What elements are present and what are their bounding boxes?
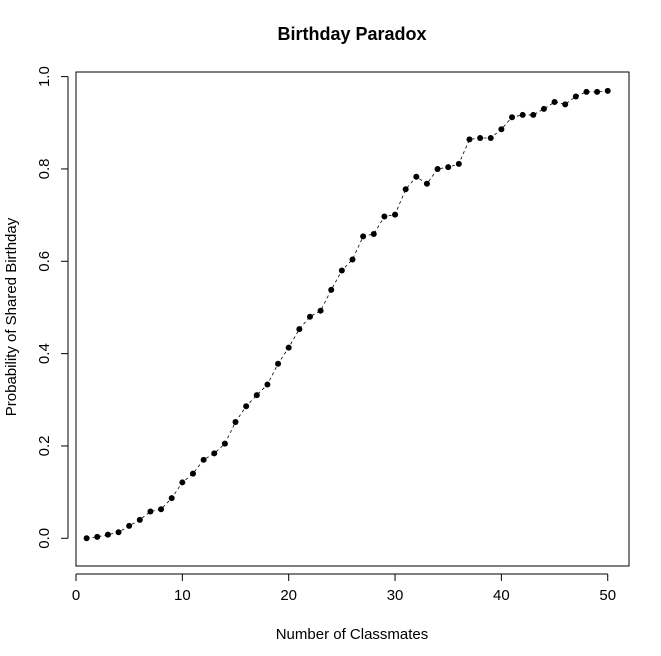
data-point <box>349 256 356 263</box>
data-point <box>445 164 452 171</box>
y-tick-label: 0.0 <box>36 528 53 549</box>
data-point <box>413 173 420 180</box>
series-line-group <box>86 90 608 539</box>
data-point <box>509 114 516 121</box>
data-point <box>306 313 313 320</box>
chart-title: Birthday Paradox <box>277 24 426 44</box>
x-tick-label: 40 <box>493 587 510 604</box>
data-point <box>455 160 462 167</box>
data-point <box>189 470 196 477</box>
data-point <box>381 213 388 220</box>
data-point <box>477 135 484 142</box>
x-tick-label: 0 <box>72 587 80 604</box>
data-point <box>243 403 250 410</box>
data-point <box>551 99 558 106</box>
x-tick-label: 50 <box>599 587 616 604</box>
data-point <box>434 165 441 172</box>
y-tick-label: 0.2 <box>36 436 53 457</box>
data-point <box>211 450 218 457</box>
data-point <box>392 211 399 218</box>
data-point <box>338 267 345 274</box>
data-point <box>466 136 473 143</box>
data-point <box>423 180 430 187</box>
y-axis-label: Probability of Shared Birthday <box>3 217 20 416</box>
data-point <box>168 495 175 502</box>
data-point <box>94 533 101 540</box>
data-point <box>572 93 579 100</box>
x-tick-label: 30 <box>387 587 404 604</box>
data-point <box>83 535 90 542</box>
y-tick-label: 1.0 <box>36 66 53 87</box>
data-point <box>115 529 122 536</box>
data-point <box>360 233 367 240</box>
x-axis-label: Number of Classmates <box>276 626 429 643</box>
plot-area-box <box>75 71 630 567</box>
data-point <box>370 231 377 238</box>
data-point <box>540 105 547 112</box>
y-axis: 0.0 0.2 0.4 0.6 0.8 1.0 <box>36 66 69 549</box>
data-point <box>253 392 260 399</box>
data-point <box>296 326 303 333</box>
data-point <box>275 360 282 367</box>
data-point <box>498 126 505 133</box>
data-point <box>158 506 165 513</box>
data-point <box>562 101 569 108</box>
data-point <box>221 440 228 447</box>
data-point <box>594 88 601 95</box>
x-tick-label: 10 <box>174 587 191 604</box>
x-tick-label: 20 <box>280 587 297 604</box>
data-point <box>179 479 186 486</box>
data-point <box>487 135 494 142</box>
y-tick-label: 0.6 <box>36 251 53 272</box>
data-point <box>104 531 111 538</box>
series-line <box>86 90 608 539</box>
data-point <box>147 508 154 515</box>
data-point <box>232 418 239 425</box>
data-point <box>583 88 590 95</box>
data-point <box>285 344 292 351</box>
data-point <box>328 286 335 293</box>
data-point <box>604 87 611 94</box>
data-point <box>136 516 143 523</box>
data-point <box>200 456 207 463</box>
data-point <box>519 111 526 118</box>
data-point <box>530 111 537 118</box>
y-tick-label: 0.8 <box>36 159 53 180</box>
data-point <box>264 381 271 388</box>
x-axis: 0 10 20 30 40 50 <box>72 573 616 604</box>
data-point <box>126 522 133 529</box>
y-tick-label: 0.4 <box>36 343 53 364</box>
series-points-group <box>83 87 611 542</box>
data-point <box>402 186 409 193</box>
data-point <box>317 307 324 314</box>
